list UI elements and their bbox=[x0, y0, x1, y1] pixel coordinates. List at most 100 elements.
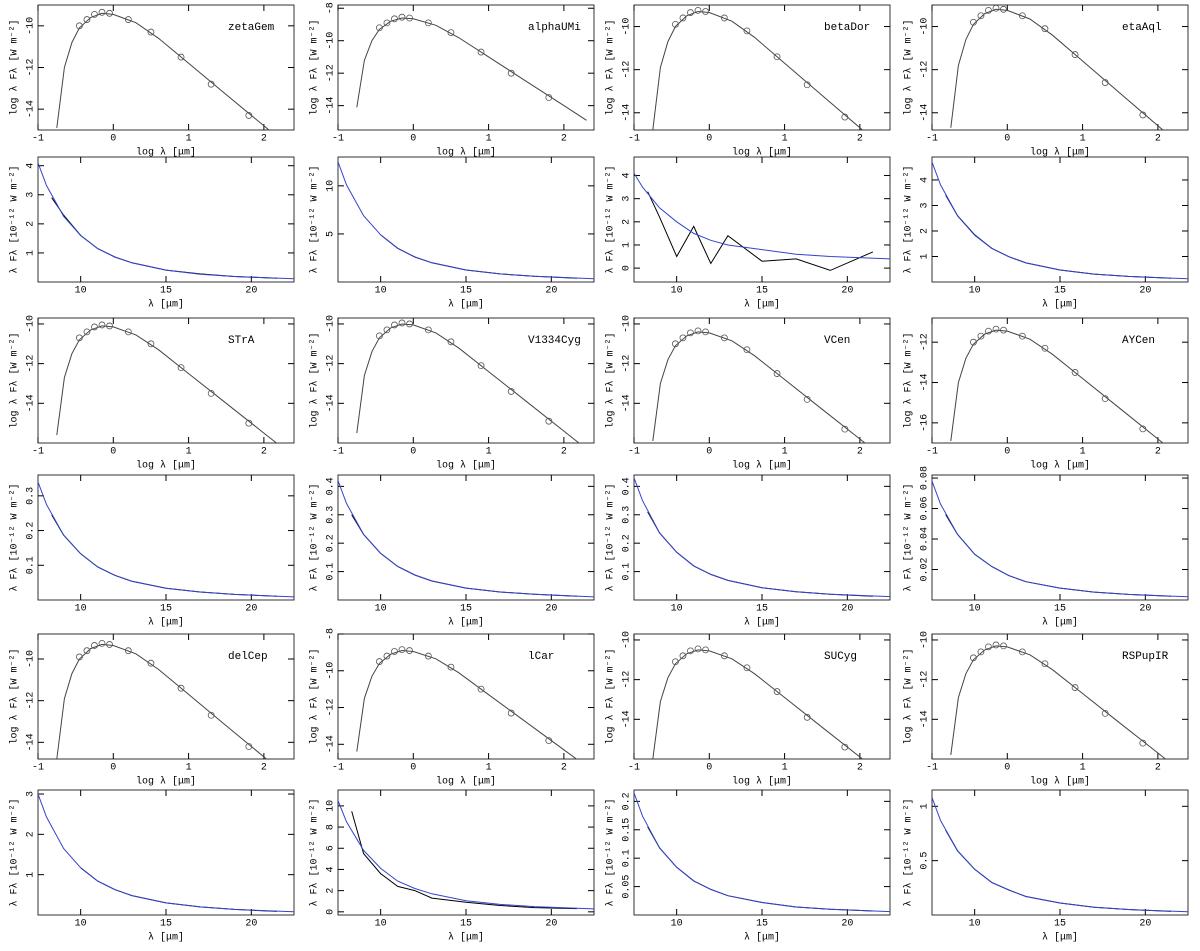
x-tick-label: 20 bbox=[1139, 919, 1151, 930]
y-tick-label: 0.2 bbox=[26, 522, 37, 540]
y-axis-label: log λ Fλ [W m⁻²] bbox=[9, 332, 21, 428]
x-tick-label: -1 bbox=[926, 763, 938, 774]
plot-area bbox=[634, 477, 890, 598]
data-point bbox=[376, 332, 383, 340]
y-tick-label: 2 bbox=[26, 831, 37, 837]
data-point bbox=[207, 389, 215, 397]
x-axis-label: log λ [μm] bbox=[1030, 776, 1090, 788]
data-point bbox=[391, 648, 398, 655]
data-point bbox=[1041, 660, 1049, 668]
data-point bbox=[985, 327, 992, 335]
x-tick-label: 10 bbox=[671, 919, 683, 930]
x-axis-label: λ [μm] bbox=[744, 932, 780, 944]
x-tick-label: 20 bbox=[545, 919, 557, 930]
y-axis-label: log λ Fλ [W m⁻²] bbox=[903, 648, 915, 744]
y-tick-label: -14 bbox=[920, 104, 931, 122]
y-tick-label: 0 bbox=[326, 909, 337, 915]
plot-frame bbox=[37, 633, 295, 760]
y-tick-label: -14 bbox=[326, 735, 337, 753]
x-axis-label: λ [μm] bbox=[148, 299, 184, 311]
series-line bbox=[950, 645, 1167, 759]
series-line bbox=[356, 323, 580, 443]
y-axis-label: log λ Fλ [W m⁻²] bbox=[903, 332, 915, 428]
x-tick-label: -1 bbox=[32, 447, 44, 458]
x-tick-label: -1 bbox=[32, 134, 44, 145]
y-tick-label: -12 bbox=[622, 61, 633, 79]
data-point bbox=[992, 5, 1000, 12]
plot-frame bbox=[37, 474, 295, 601]
data-point bbox=[992, 641, 1000, 649]
y-tick-label: -14 bbox=[622, 104, 633, 122]
y-tick-label: 3 bbox=[920, 202, 931, 208]
data-point bbox=[672, 20, 679, 28]
y-tick-label: 0.05 bbox=[622, 875, 633, 899]
y-tick-label: 8 bbox=[326, 824, 337, 830]
y-tick-label: 4 bbox=[920, 177, 931, 183]
y-tick-label: 2 bbox=[326, 888, 337, 894]
x-axis-label: log λ [μm] bbox=[1030, 460, 1090, 472]
y-tick-label: 1 bbox=[26, 872, 37, 878]
x-tick-label: 20 bbox=[1139, 286, 1151, 297]
panel: -1 0 1 2 -16 -14 -12 log λ [μm] log λ Fλ [W m⁻²]… bbox=[903, 317, 1189, 472]
x-tick-label: 15 bbox=[756, 919, 768, 930]
series-line bbox=[647, 511, 873, 597]
data-point bbox=[679, 14, 687, 22]
series-line bbox=[351, 811, 577, 910]
series-line bbox=[932, 480, 1188, 598]
data-point bbox=[76, 334, 83, 342]
data-point bbox=[970, 654, 977, 662]
series-line bbox=[652, 10, 864, 130]
plot-area bbox=[356, 319, 580, 443]
data-point bbox=[83, 16, 91, 23]
x-axis-label: log λ [μm] bbox=[732, 147, 792, 159]
data-point bbox=[672, 340, 679, 348]
y-tick-label: 0.1 bbox=[326, 563, 337, 581]
data-point bbox=[545, 94, 553, 101]
y-axis-label: log λ Fλ [W m⁻²] bbox=[605, 332, 617, 428]
y-tick-label: 0.5 bbox=[920, 852, 931, 870]
plot-area bbox=[356, 13, 587, 121]
x-tick-label: 2 bbox=[857, 134, 863, 145]
series-line bbox=[38, 793, 294, 913]
plot-frame bbox=[337, 4, 595, 131]
x-tick-label: 1 bbox=[1080, 763, 1086, 774]
x-tick-label: 15 bbox=[460, 919, 472, 930]
series-line bbox=[652, 331, 866, 443]
y-tick-label: 0 bbox=[622, 265, 633, 271]
y-tick-label: -12 bbox=[26, 58, 37, 76]
y-tick-label: 0.08 bbox=[920, 466, 931, 490]
data-point bbox=[91, 642, 98, 649]
series-line bbox=[932, 797, 1188, 913]
x-tick-label: 10 bbox=[375, 286, 387, 297]
data-point bbox=[398, 319, 406, 327]
data-point bbox=[447, 663, 455, 671]
x-axis-label: log λ [μm] bbox=[136, 460, 196, 472]
series-line bbox=[338, 800, 594, 910]
y-axis-label: λ Fλ [10⁻¹² W m⁻²] bbox=[9, 798, 21, 906]
x-tick-label: 0 bbox=[1004, 447, 1010, 458]
data-point bbox=[147, 340, 155, 348]
x-tick-label: 0 bbox=[110, 134, 116, 145]
y-tick-label: -12 bbox=[920, 333, 931, 351]
panel: 10 15 20 0.5 1 λ [μm] λ Fλ [10⁻¹² W m⁻²] bbox=[903, 789, 1189, 944]
y-tick-label: 1 bbox=[920, 803, 931, 809]
y-tick-label: 1 bbox=[920, 253, 931, 259]
plot-frame bbox=[931, 789, 1189, 916]
data-point bbox=[1139, 425, 1147, 433]
series-line bbox=[950, 329, 1164, 443]
data-point bbox=[1018, 332, 1026, 340]
data-point bbox=[1000, 326, 1007, 334]
x-tick-label: 2 bbox=[1155, 134, 1161, 145]
x-tick-label: 1 bbox=[486, 134, 492, 145]
series-line bbox=[647, 191, 874, 271]
data-point bbox=[1071, 51, 1079, 58]
plot-frame bbox=[337, 474, 595, 601]
data-point bbox=[147, 659, 155, 667]
x-tick-label: 1 bbox=[486, 763, 492, 774]
plot-area bbox=[38, 793, 294, 913]
y-axis-label: λ Fλ [10⁻¹² W m⁻²] bbox=[309, 165, 321, 273]
series-line bbox=[51, 197, 277, 279]
x-tick-label: 0 bbox=[706, 134, 712, 145]
data-point bbox=[694, 327, 702, 335]
data-point bbox=[1101, 79, 1109, 86]
